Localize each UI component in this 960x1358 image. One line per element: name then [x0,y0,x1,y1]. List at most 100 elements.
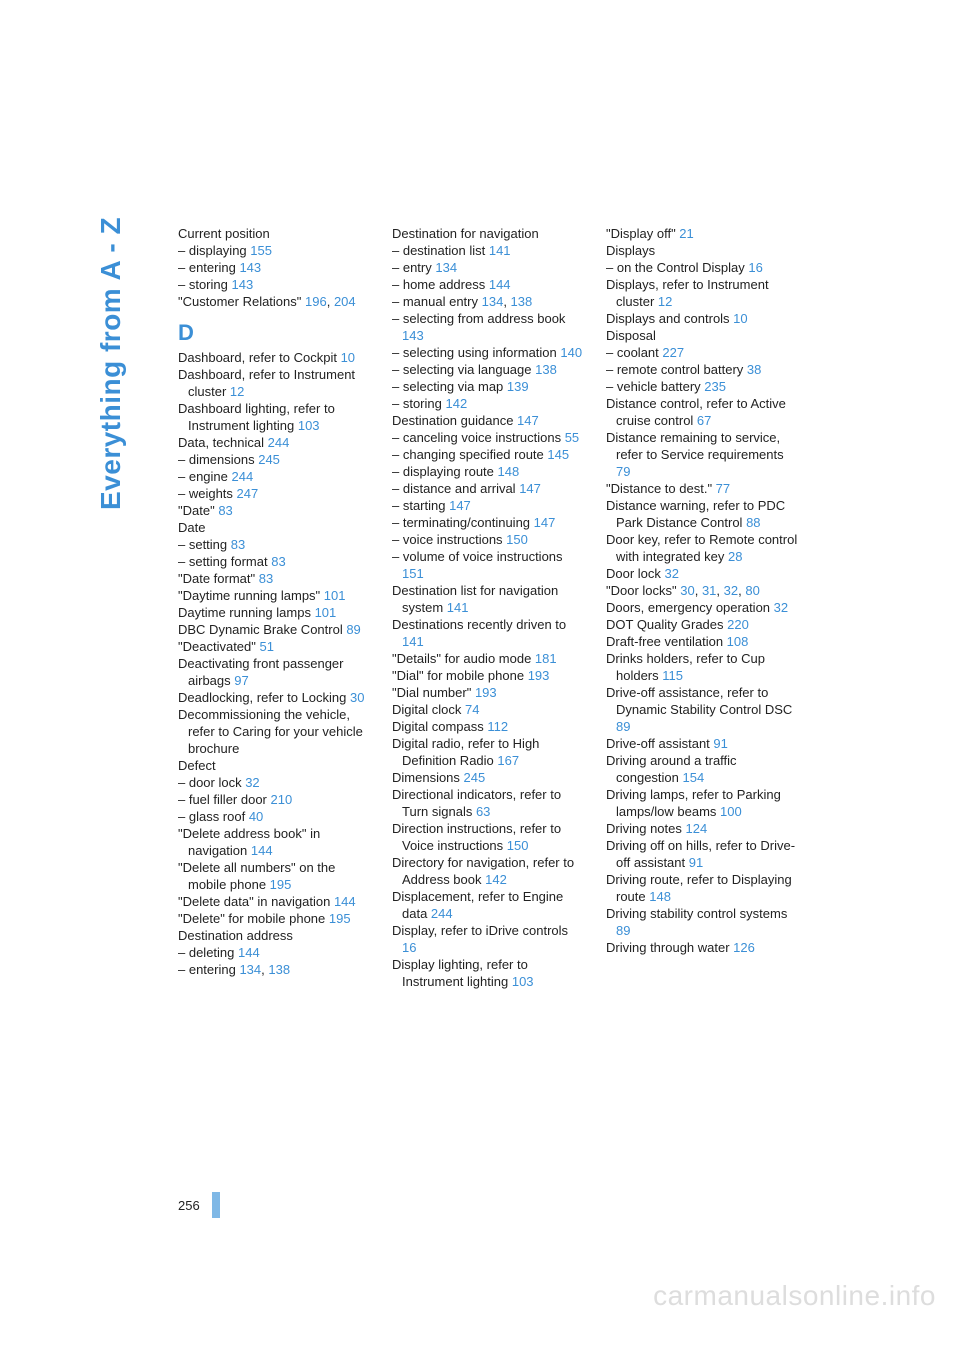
page-ref-link[interactable]: 91 [713,736,727,751]
page-ref-link[interactable]: 32 [665,566,679,581]
page-ref-link[interactable]: 103 [512,974,534,989]
page-ref-link[interactable]: 227 [662,345,684,360]
page-ref-link[interactable]: 89 [616,923,630,938]
index-entry-main: Disposal [606,327,798,344]
page-ref-link[interactable]: 40 [249,809,263,824]
page-ref-link[interactable]: 142 [485,872,507,887]
page-ref-link[interactable]: 244 [431,906,453,921]
page-ref-link[interactable]: 247 [237,486,259,501]
page-ref-link[interactable]: 126 [733,940,755,955]
page-ref-link[interactable]: 32 [724,583,738,598]
page-ref-link[interactable]: 55 [565,430,579,445]
page-ref-link[interactable]: 124 [685,821,707,836]
page-ref-link[interactable]: 150 [507,838,529,853]
page-ref-link[interactable]: 245 [258,452,280,467]
page-ref-link[interactable]: 103 [298,418,320,433]
page-ref-link[interactable]: 63 [476,804,490,819]
page-ref-link[interactable]: 31 [702,583,716,598]
page-ref-link[interactable]: 143 [239,260,261,275]
page-ref-link[interactable]: 83 [259,571,273,586]
page-ref-link[interactable]: 83 [218,503,232,518]
page-ref-link[interactable]: 147 [449,498,471,513]
page-ref-link[interactable]: 12 [658,294,672,309]
page-ref-link[interactable]: 77 [716,481,730,496]
page-ref-link[interactable]: 16 [402,940,416,955]
page-ref-link[interactable]: 89 [616,719,630,734]
page-ref-link[interactable]: 144 [251,843,273,858]
page-ref-link[interactable]: 88 [746,515,760,530]
page-ref-link[interactable]: 144 [238,945,260,960]
page-ref-link[interactable]: 154 [683,770,705,785]
page-ref-link[interactable]: 134 [239,962,261,977]
page-ref-link[interactable]: 148 [649,889,671,904]
page-ref-link[interactable]: 148 [498,464,520,479]
page-ref-link[interactable]: 16 [748,260,762,275]
page-ref-link[interactable]: 193 [475,685,497,700]
page-ref-link[interactable]: 220 [727,617,749,632]
page-ref-link[interactable]: 141 [447,600,469,615]
page-ref-link[interactable]: 147 [517,413,539,428]
page-ref-link[interactable]: 83 [271,554,285,569]
page-ref-link[interactable]: 244 [268,435,290,450]
page-ref-link[interactable]: 101 [315,605,337,620]
page-ref-link[interactable]: 210 [271,792,293,807]
page-ref-link[interactable]: 139 [507,379,529,394]
page-ref-link[interactable]: 141 [489,243,511,258]
page-ref-link[interactable]: 144 [489,277,511,292]
page-ref-link[interactable]: 97 [234,673,248,688]
page-ref-link[interactable]: 204 [334,294,356,309]
page-ref-link[interactable]: 38 [747,362,761,377]
page-ref-link[interactable]: 83 [231,537,245,552]
page-ref-link[interactable]: 67 [697,413,711,428]
page-ref-link[interactable]: 143 [231,277,253,292]
page-ref-link[interactable]: 134 [435,260,457,275]
page-ref-link[interactable]: 108 [727,634,749,649]
index-entry-main: Driving around a traffic congestion 154 [606,752,798,786]
page-ref-link[interactable]: 143 [402,328,424,343]
page-ref-link[interactable]: 100 [720,804,742,819]
page-ref-link[interactable]: 51 [260,639,274,654]
page-ref-link[interactable]: 167 [497,753,519,768]
page-ref-link[interactable]: 138 [535,362,557,377]
page-ref-link[interactable]: 144 [334,894,356,909]
page-ref-link[interactable]: 195 [270,877,292,892]
page-ref-link[interactable]: 12 [230,384,244,399]
page-ref-link[interactable]: 32 [774,600,788,615]
page-ref-link[interactable]: 30 [350,690,364,705]
page-ref-link[interactable]: 193 [528,668,550,683]
page-ref-link[interactable]: 10 [341,350,355,365]
page-ref-link[interactable]: 245 [464,770,486,785]
page-ref-link[interactable]: 74 [465,702,479,717]
page-ref-link[interactable]: 147 [534,515,556,530]
page-ref-link[interactable]: 21 [679,226,693,241]
page-ref-link[interactable]: 80 [745,583,759,598]
page-ref-link[interactable]: 134 [482,294,504,309]
page-ref-link[interactable]: 32 [245,775,259,790]
page-ref-link[interactable]: 138 [511,294,533,309]
page-ref-link[interactable]: 89 [346,622,360,637]
page-ref-link[interactable]: 30 [680,583,694,598]
page-ref-link[interactable]: 112 [487,719,508,734]
page-ref-link[interactable]: 150 [506,532,528,547]
page-ref-link[interactable]: 196 [305,294,327,309]
page-ref-link[interactable]: 142 [445,396,467,411]
page-ref-link[interactable]: 147 [519,481,541,496]
page-ref-link[interactable]: 145 [547,447,569,462]
page-ref-link[interactable]: 155 [250,243,272,258]
page-ref-link[interactable]: 115 [662,668,683,683]
page-ref-link[interactable]: 91 [689,855,703,870]
page-ref-link[interactable]: 138 [268,962,290,977]
page-ref-link[interactable]: 235 [704,379,726,394]
page-ref-link[interactable]: 151 [402,566,424,581]
index-entry: "Dial number" 193 [392,684,584,701]
page-ref-link[interactable]: 101 [324,588,346,603]
page-ref-link[interactable]: 79 [616,464,630,479]
page-ref-link[interactable]: 10 [733,311,747,326]
section-title: Everything from A - Z [95,217,127,510]
page-ref-link[interactable]: 140 [560,345,582,360]
page-ref-link[interactable]: 28 [728,549,742,564]
page-ref-link[interactable]: 141 [402,634,424,649]
page-ref-link[interactable]: 181 [535,651,557,666]
page-ref-link[interactable]: 244 [232,469,254,484]
page-ref-link[interactable]: 195 [329,911,351,926]
